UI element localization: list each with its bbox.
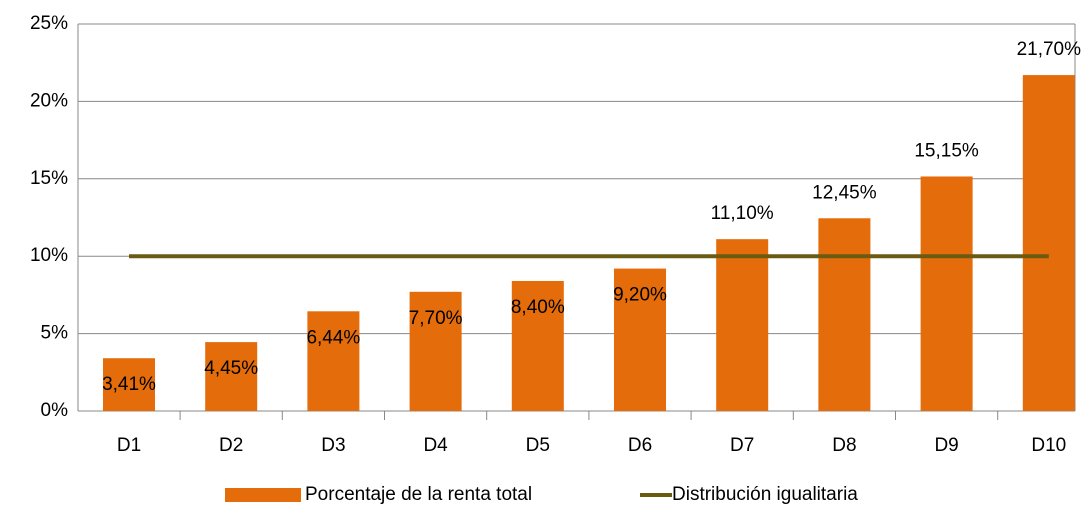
x-tick-label: D10 <box>1031 435 1066 456</box>
y-tick-label: 20% <box>30 90 68 111</box>
data-label: 3,41% <box>102 374 156 395</box>
bar <box>103 358 155 411</box>
x-tick-label: D6 <box>628 435 652 456</box>
data-label: 21,70% <box>1017 39 1082 60</box>
data-label: 15,15% <box>914 140 979 161</box>
legend-swatch <box>225 488 301 502</box>
bar <box>1022 75 1075 412</box>
bar <box>614 268 666 411</box>
y-tick-label: 5% <box>41 323 69 344</box>
bar <box>307 311 360 411</box>
bar <box>511 280 564 411</box>
data-label: 4,45% <box>204 358 258 379</box>
x-tick-label: D9 <box>934 435 958 456</box>
data-label: 7,70% <box>409 308 463 329</box>
x-tick-label: D4 <box>423 435 448 456</box>
bar <box>920 176 973 411</box>
data-label: 8,40% <box>511 297 565 318</box>
y-tick-label: 15% <box>30 168 68 189</box>
data-label: 12,45% <box>812 182 877 203</box>
y-tick-label: 10% <box>30 245 68 266</box>
x-tick-label: D7 <box>730 435 754 456</box>
bar <box>409 291 462 411</box>
legend-label: Distribución igualitaria <box>672 484 858 505</box>
y-tick-label: 0% <box>41 400 69 421</box>
bar <box>205 342 258 411</box>
legend-label: Porcentaje de la renta total <box>305 484 532 505</box>
x-tick-label: D8 <box>832 435 856 456</box>
x-tick-label: D1 <box>117 435 141 456</box>
bar <box>818 218 871 411</box>
bar <box>716 239 769 411</box>
x-tick-label: D3 <box>321 435 345 456</box>
y-tick-label: 25% <box>30 13 68 34</box>
data-label: 11,10% <box>711 203 774 224</box>
x-tick-label: D5 <box>526 435 550 456</box>
data-label: 9,20% <box>613 285 667 306</box>
data-label: 6,44% <box>306 327 360 348</box>
x-tick-label: D2 <box>219 435 243 456</box>
